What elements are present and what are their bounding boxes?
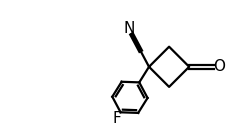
- Text: O: O: [213, 59, 225, 74]
- Text: N: N: [123, 21, 134, 36]
- Text: F: F: [112, 111, 121, 126]
